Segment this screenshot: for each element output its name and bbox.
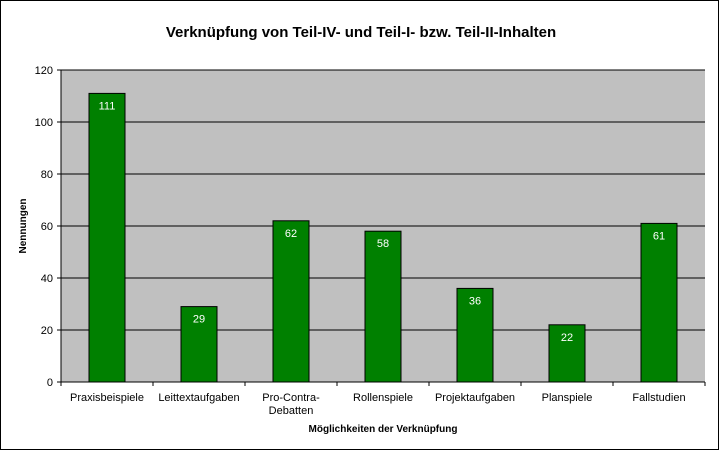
bar-planspiele: [548, 324, 586, 383]
x-tick-label: Praxisbeispiele: [70, 392, 144, 404]
axes: 0 20 40 60 80 100 120 Praxisbeispiele Leittextau…: [35, 65, 706, 417]
bar-rollenspiele: [364, 230, 402, 383]
data-labels: 111 29 62 58 36 22 61: [99, 100, 665, 343]
bar-pro-contra-debatten: [272, 220, 310, 383]
data-label: 61: [653, 230, 665, 242]
y-tick-label-60: 60: [41, 221, 53, 233]
y-tick-label-0: 0: [47, 377, 53, 389]
y-tick-label-40: 40: [41, 273, 53, 285]
x-tick-label: Projektaufgaben: [435, 392, 515, 404]
y-tick-label-100: 100: [35, 117, 53, 129]
x-tick-label: Leittextaufgaben: [158, 392, 239, 404]
data-label: 58: [377, 238, 389, 250]
data-label: 36: [469, 295, 481, 307]
x-tick-label: Debatten: [269, 405, 314, 417]
x-tick-label: Planspiele: [542, 392, 593, 404]
data-label: 22: [561, 332, 573, 344]
y-tick-label-80: 80: [41, 169, 53, 181]
y-tick-label-120: 120: [35, 65, 53, 77]
bars: [88, 92, 678, 383]
data-label: 62: [285, 228, 297, 240]
x-tick-label: Rollenspiele: [353, 392, 413, 404]
x-axis-title: Möglichkeiten der Verknüpfung: [309, 424, 458, 435]
data-label: 29: [193, 314, 205, 326]
y-axis-title: Nennungen: [18, 199, 29, 254]
bar-praxisbeispiele: [88, 92, 126, 383]
x-tick-label: Fallstudien: [632, 392, 685, 404]
data-label: 111: [99, 100, 116, 112]
chart-title: Verknüpfung von Teil-IV- und Teil-I- bzw…: [166, 24, 556, 41]
x-tick-label: Pro-Contra-: [262, 392, 320, 404]
y-tick-label-20: 20: [41, 325, 53, 337]
bar-fallstudien: [640, 222, 678, 383]
